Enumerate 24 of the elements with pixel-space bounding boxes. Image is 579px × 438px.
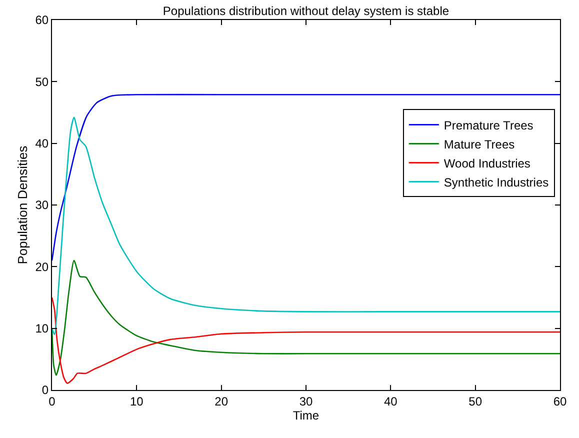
- y-tick-label: 40: [35, 136, 49, 151]
- legend-label: Premature Trees: [444, 118, 534, 132]
- y-tick-label: 20: [35, 260, 49, 274]
- y-tick-label: 0: [42, 383, 49, 398]
- legend-label: Synthetic Industries: [444, 175, 549, 190]
- y-tick-label: 10: [35, 322, 49, 336]
- line-series: [52, 94, 560, 262]
- y-tick-label: 30: [35, 198, 49, 212]
- chart-title: Populations distribution without delay system is stable: [162, 4, 450, 18]
- x-tick-label: 30: [299, 394, 313, 408]
- x-tick-label: 40: [384, 394, 398, 408]
- y-axis-title: Population Densities: [15, 145, 30, 264]
- line-series: [52, 260, 560, 376]
- y-tick-label: 50: [35, 74, 49, 89]
- x-axis-title: Time: [292, 408, 320, 422]
- line-series: [52, 116, 560, 336]
- x-tick-label: 20: [214, 394, 228, 408]
- x-tick-label: 50: [468, 394, 482, 408]
- legend-label: Wood Industries: [444, 156, 530, 170]
- line-series: [52, 296, 560, 384]
- y-tick-label: 60: [35, 13, 49, 28]
- x-tick-label: 60: [553, 394, 567, 408]
- x-tick-label: 10: [130, 394, 144, 408]
- legend-label: Mature Trees: [444, 137, 515, 152]
